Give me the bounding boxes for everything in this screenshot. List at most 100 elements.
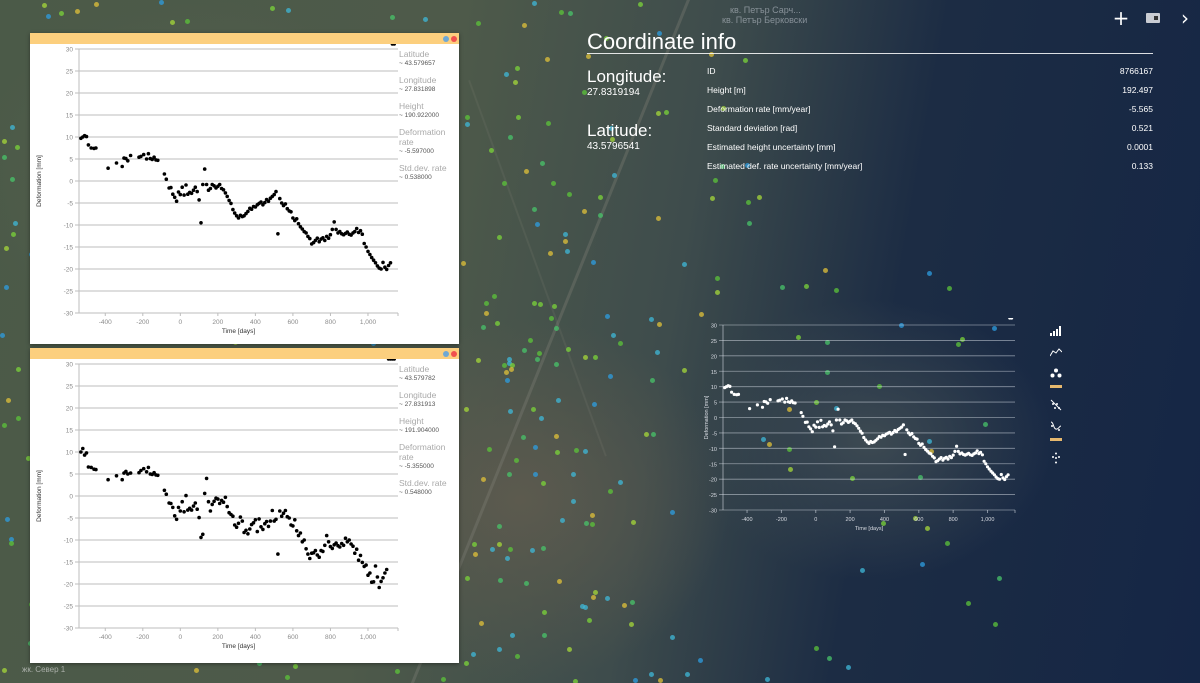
ps-point[interactable]	[533, 472, 538, 477]
ps-point[interactable]	[780, 285, 785, 290]
ps-point[interactable]	[539, 416, 544, 421]
ps-point[interactable]	[655, 350, 660, 355]
ps-point[interactable]	[583, 355, 588, 360]
ps-point[interactable]	[658, 678, 663, 683]
ps-point[interactable]	[509, 367, 514, 372]
ps-point[interactable]	[591, 595, 596, 600]
ps-point[interactable]	[541, 546, 546, 551]
ps-point[interactable]	[960, 337, 965, 342]
ps-point[interactable]	[541, 481, 546, 486]
ps-point[interactable]	[9, 537, 14, 542]
ps-point[interactable]	[560, 518, 565, 523]
ps-point[interactable]	[787, 407, 792, 412]
ps-point[interactable]	[390, 15, 395, 20]
ps-point[interactable]	[554, 326, 559, 331]
ps-point[interactable]	[532, 1, 537, 6]
ps-point[interactable]	[823, 268, 828, 273]
ps-point[interactable]	[257, 661, 262, 666]
ps-point[interactable]	[587, 618, 592, 623]
ps-point[interactable]	[650, 378, 655, 383]
scatter-dots-icon[interactable]	[1049, 364, 1063, 381]
ps-point[interactable]	[533, 445, 538, 450]
ps-point[interactable]	[2, 139, 7, 144]
ps-point[interactable]	[507, 361, 512, 366]
ps-point[interactable]	[814, 646, 819, 651]
ps-point[interactable]	[530, 548, 535, 553]
line-chart-icon[interactable]	[1049, 343, 1063, 360]
ps-point[interactable]	[604, 36, 609, 41]
ps-point[interactable]	[571, 499, 576, 504]
ps-point[interactable]	[461, 261, 466, 266]
ps-point[interactable]	[611, 333, 616, 338]
ps-point[interactable]	[4, 285, 9, 290]
ps-point[interactable]	[827, 656, 832, 661]
ps-point[interactable]	[651, 432, 656, 437]
ps-point[interactable]	[554, 434, 559, 439]
ps-point[interactable]	[721, 106, 726, 111]
ps-point[interactable]	[2, 668, 7, 673]
ps-point[interactable]	[591, 260, 596, 265]
ps-point[interactable]	[522, 348, 527, 353]
ps-point[interactable]	[609, 126, 614, 131]
ps-point[interactable]	[747, 221, 752, 226]
signal-bars-icon[interactable]	[1049, 322, 1063, 339]
ps-point[interactable]	[834, 406, 839, 411]
ps-point[interactable]	[6, 398, 11, 403]
ps-point[interactable]	[2, 155, 7, 160]
ps-point[interactable]	[502, 181, 507, 186]
ps-point[interactable]	[441, 677, 446, 682]
ps-point[interactable]	[555, 450, 560, 455]
ps-point[interactable]	[0, 333, 5, 338]
ps-point[interactable]	[395, 669, 400, 674]
ps-point[interactable]	[563, 232, 568, 237]
ps-point[interactable]	[507, 357, 512, 362]
ps-point[interactable]	[630, 600, 635, 605]
ps-point[interactable]	[682, 368, 687, 373]
ps-point[interactable]	[881, 521, 886, 526]
ps-point[interactable]	[497, 647, 502, 652]
ps-point[interactable]	[559, 10, 564, 15]
ps-point[interactable]	[610, 137, 615, 142]
ps-point[interactable]	[927, 271, 932, 276]
ps-point[interactable]	[850, 476, 855, 481]
ps-point[interactable]	[514, 458, 519, 463]
ps-point[interactable]	[548, 251, 553, 256]
ps-point[interactable]	[504, 370, 509, 375]
ps-point[interactable]	[709, 52, 714, 57]
ps-point[interactable]	[504, 72, 509, 77]
ps-point[interactable]	[761, 437, 766, 442]
ps-point[interactable]	[580, 604, 585, 609]
ps-point[interactable]	[583, 449, 588, 454]
ps-point[interactable]	[983, 422, 988, 427]
ps-point[interactable]	[713, 178, 718, 183]
ps-point[interactable]	[622, 603, 627, 608]
ps-point[interactable]	[10, 125, 15, 130]
ps-point[interactable]	[598, 213, 603, 218]
ps-point[interactable]	[465, 122, 470, 127]
point-popup-2[interactable]: 30 25 20 15 10 5 0 -5 -10 -15 -20 -25 -30 -400 -200 0 20…	[30, 348, 459, 663]
ps-point[interactable]	[484, 301, 489, 306]
ps-point[interactable]	[545, 57, 550, 62]
ps-point[interactable]	[592, 402, 597, 407]
ps-point[interactable]	[542, 633, 547, 638]
ps-point[interactable]	[720, 164, 725, 169]
ps-point[interactable]	[638, 2, 643, 7]
ps-point[interactable]	[542, 610, 547, 615]
ps-point[interactable]	[788, 467, 793, 472]
ps-point[interactable]	[159, 0, 164, 5]
ps-point[interactable]	[26, 456, 31, 461]
ps-point[interactable]	[498, 578, 503, 583]
ps-point[interactable]	[927, 439, 932, 444]
ps-point[interactable]	[590, 522, 595, 527]
ps-point[interactable]	[573, 679, 578, 683]
ps-point[interactable]	[563, 239, 568, 244]
ps-point[interactable]	[860, 568, 865, 573]
ps-point[interactable]	[487, 447, 492, 452]
ps-point[interactable]	[508, 547, 513, 552]
ps-point[interactable]	[670, 635, 675, 640]
ps-point[interactable]	[571, 472, 576, 477]
ps-point[interactable]	[535, 357, 540, 362]
ps-point[interactable]	[574, 448, 579, 453]
ps-point[interactable]	[9, 541, 14, 546]
ps-point[interactable]	[715, 276, 720, 281]
